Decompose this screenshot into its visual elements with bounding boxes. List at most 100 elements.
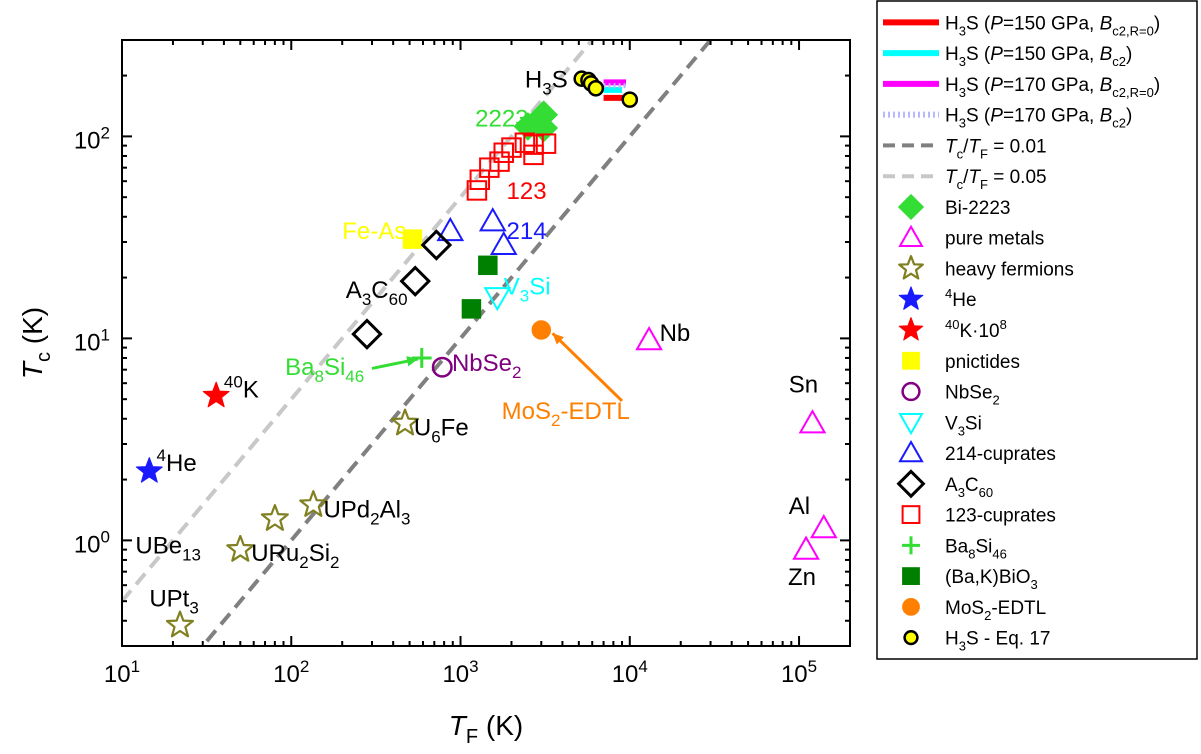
legend-label: Bi-2223 (945, 198, 1011, 219)
data-point (792, 535, 820, 560)
annotation-label: Zn (788, 564, 816, 591)
legend-entry: H3S (P=170 GPa, Bc2) (883, 106, 1132, 131)
legend-marker-swatch (898, 317, 924, 341)
legend-label: 40K·108 (945, 317, 1007, 342)
legend-label: H3S - Eq. 17 (945, 629, 1050, 654)
annotation-label: Ba8Si46 (285, 354, 364, 386)
annotation-label: MoS2-EDTL (502, 398, 630, 430)
annotation-label: Sn (789, 371, 818, 398)
legend-marker-swatch (902, 536, 920, 555)
legend-label: Ba8Si46 (945, 536, 1007, 561)
annotation-arrows (371, 332, 624, 403)
legend-marker-swatch (902, 597, 920, 616)
annotation-arrow (551, 332, 624, 403)
legend-entry: (Ba,K)BiO3 (902, 567, 1038, 592)
legend-label: H3S (P=170 GPa, Bc2) (945, 106, 1132, 131)
y-tick-label: 101 (74, 325, 110, 356)
data-point (478, 207, 507, 232)
legend-entry: 123-cuprates (901, 505, 1056, 527)
x-tick-label: 103 (442, 657, 478, 688)
annotation-label: 40K (224, 372, 259, 403)
data-point (436, 216, 465, 242)
legend-entry: H3S (P=170 GPa, Bc2,R=0) (883, 75, 1160, 100)
x-tick-label: 104 (612, 657, 648, 688)
annotation-label: Fe-As (342, 218, 406, 245)
annotation-label: Nb (660, 320, 691, 347)
annotation-label: URu2Si2 (251, 540, 339, 572)
axes: 101 102 103 104 105 100 101 102 TF (K) Tc (K) (17, 39, 851, 748)
legend-entry: Tc/TF = 0.01 (883, 136, 1047, 161)
legend-label: pnictides (945, 352, 1020, 373)
reference-lines (122, 40, 714, 646)
data-point (483, 287, 512, 312)
data-point (501, 137, 522, 158)
data-point (299, 490, 328, 517)
legend-marker-swatch (898, 286, 924, 310)
legend-box (876, 0, 1198, 660)
data-point (399, 265, 431, 297)
annotation-label: UBe13 (135, 533, 201, 565)
legend-marker-swatch (898, 440, 924, 463)
legend-entry: H3S - Eq. 17 (903, 629, 1050, 654)
legend-entry: NbSe2 (901, 381, 1000, 408)
legend-label: H3S (P=150 GPa, Bc2) (945, 44, 1132, 69)
data-markers (135, 70, 838, 638)
legend-label: 123-cuprates (945, 506, 1056, 527)
legend-label: heavy fermions (945, 259, 1074, 280)
data-point (809, 514, 838, 539)
data-point (635, 326, 663, 351)
data-point (798, 409, 827, 434)
legend-entry: Bi-2223 (897, 193, 1011, 221)
legend-marker-swatch (898, 413, 924, 436)
legend-label: Tc/TF = 0.05 (945, 167, 1047, 192)
data-point (461, 299, 482, 319)
data-point (390, 408, 420, 436)
y-tick-label: 100 (74, 527, 110, 558)
data-point (493, 142, 514, 163)
legend-entry: 4He (898, 286, 977, 311)
x-tick-label: 105 (781, 657, 817, 688)
data-point (202, 381, 230, 408)
legend-label: H3S (P=150 GPa, Bc2,R=0) (945, 13, 1160, 38)
data-point (478, 255, 498, 276)
legend-entry: H3S (P=150 GPa, Bc2) (883, 44, 1132, 69)
annotation-label: UPd2Al3 (323, 496, 410, 528)
annotation-label: Al (789, 493, 810, 520)
data-point (260, 504, 289, 531)
legend-marker-swatch (898, 224, 924, 247)
annotation-arrow (371, 356, 419, 370)
legend-entry: Tc/TF = 0.05 (883, 167, 1047, 192)
legend-label: (Ba,K)BiO3 (945, 567, 1038, 592)
legend-marker-swatch (898, 255, 924, 280)
legend-entry: 40K·108 (898, 317, 1007, 342)
data-point (621, 91, 639, 108)
legend-marker-swatch (901, 505, 921, 524)
legend-label: 4He (945, 286, 977, 311)
data-point (411, 348, 432, 368)
data-point (466, 180, 488, 201)
legend-label: H3S (P=170 GPa, Bc2,R=0) (945, 75, 1160, 100)
legend-entry: V3Si (898, 413, 982, 438)
data-point (431, 356, 453, 378)
legend-marker-swatch (897, 193, 925, 221)
legend-entry: pnictides (902, 352, 1020, 373)
annotation-label: 2223 (475, 105, 528, 132)
annotation-label: A3C60 (346, 277, 408, 309)
data-point (135, 457, 163, 483)
reference-line (122, 40, 595, 603)
legend-label: 214-cuprates (945, 444, 1056, 465)
legend-entry: H3S (P=150 GPa, Bc2,R=0) (883, 13, 1160, 38)
annotation-label: 214 (507, 218, 547, 245)
legend-label: Tc/TF = 0.01 (945, 136, 1047, 161)
annotation-label: UPt3 (149, 586, 198, 618)
annotation-label: U6Fe (414, 415, 469, 447)
plot-frame (121, 39, 851, 647)
data-point (489, 230, 518, 256)
data-point (351, 318, 383, 350)
legend-entry: A3C60 (896, 469, 993, 500)
legend-entry: pure metals (898, 224, 1044, 250)
legend-label: NbSe2 (945, 383, 1000, 408)
